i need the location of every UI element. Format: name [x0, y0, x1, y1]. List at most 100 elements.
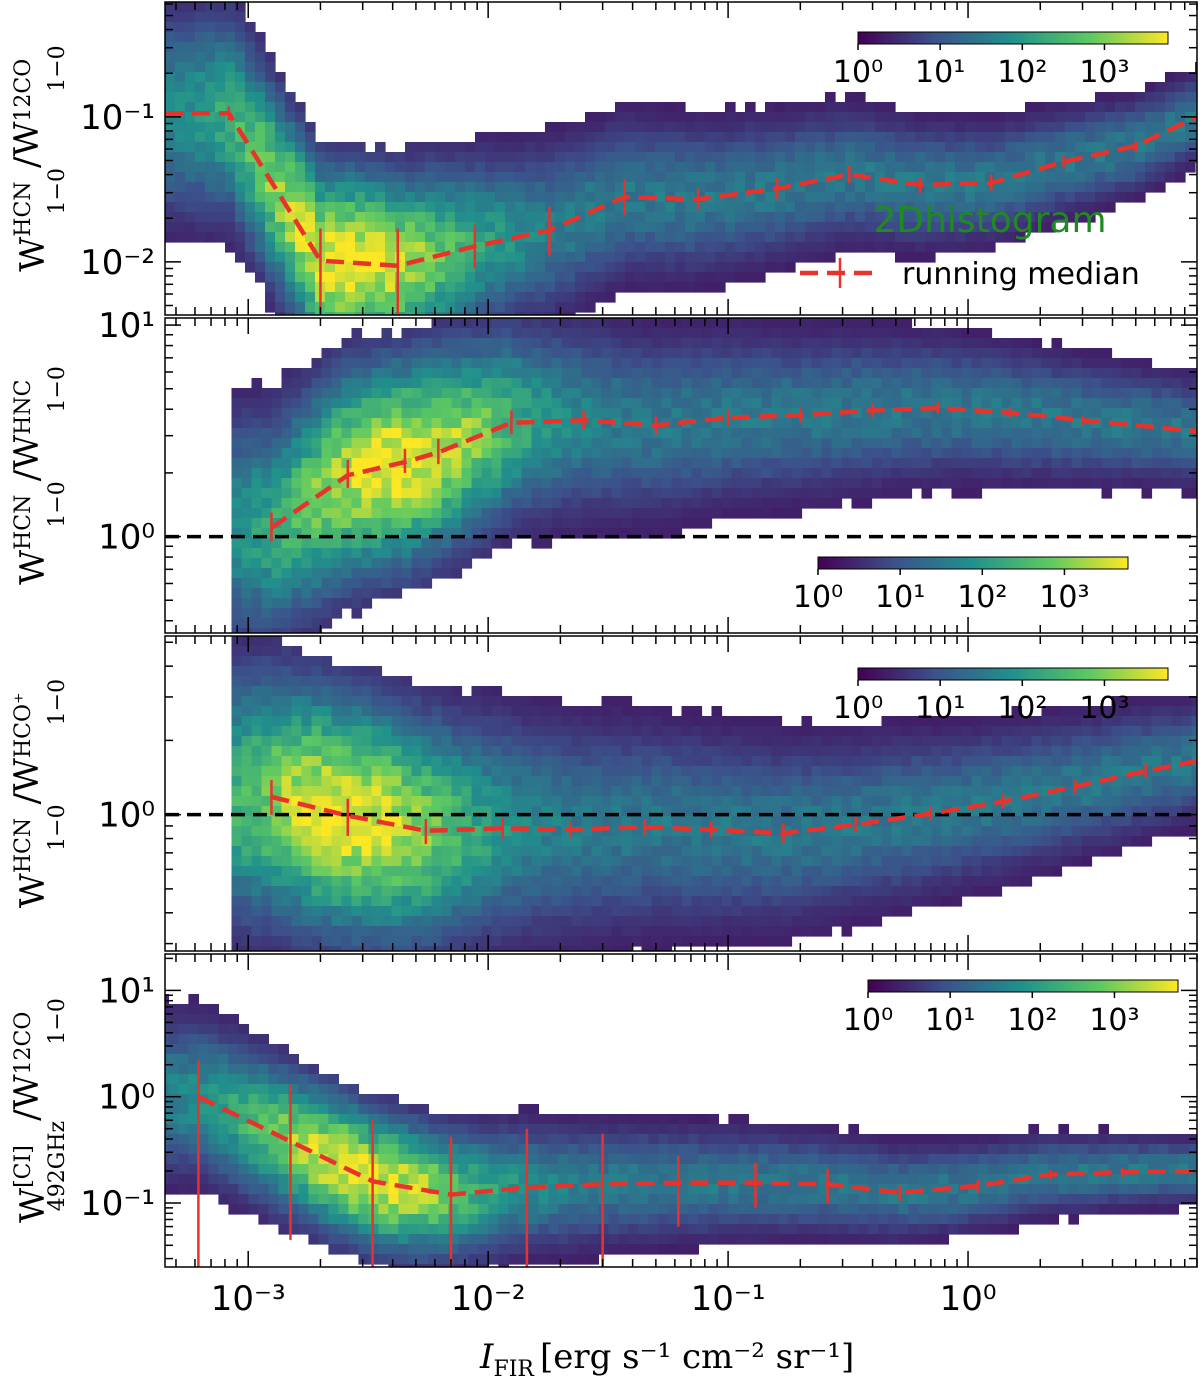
heatmap-cell: [625, 102, 636, 113]
heatmap-cell: [1051, 378, 1063, 389]
heatmap-cell: [835, 152, 846, 163]
heatmap-cell: [791, 358, 803, 369]
heatmap-cell: [311, 896, 323, 907]
heatmap-cell: [731, 368, 743, 379]
heatmap-cell: [395, 172, 406, 183]
heatmap-cell: [461, 518, 473, 529]
heatmap-cell: [515, 272, 526, 283]
heatmap-cell: [311, 558, 323, 569]
heatmap-cell: [1185, 82, 1196, 93]
heatmap-cell: [621, 348, 633, 359]
heatmap-cell: [185, 122, 196, 133]
heatmap-cell: [501, 408, 513, 419]
heatmap-cell: [861, 418, 873, 429]
heatmap-cell: [401, 418, 413, 429]
heatmap-cell: [481, 936, 493, 947]
heatmap-cell: [461, 746, 473, 757]
heatmap-cell: [861, 368, 873, 379]
heatmap-cell: [251, 538, 263, 549]
heatmap-cell: [1025, 222, 1036, 233]
heatmap-cell: [585, 182, 596, 193]
heatmap-cell: [371, 548, 383, 559]
heatmap-cell: [431, 756, 443, 767]
heatmap-cell: [711, 328, 723, 339]
heatmap-cell: [1181, 478, 1193, 489]
heatmap-cell: [195, 2, 206, 13]
heatmap-cell: [1025, 102, 1036, 113]
heatmap-cell: [271, 796, 283, 807]
heatmap-cell: [301, 866, 313, 877]
heatmap-cell: [491, 498, 503, 509]
heatmap-cell: [281, 438, 293, 449]
heatmap-cell: [271, 816, 283, 827]
heatmap-cell: [271, 696, 283, 707]
heatmap-cell: [885, 222, 896, 233]
heatmap-cell: [441, 736, 453, 747]
heatmap-cell: [451, 448, 463, 459]
heatmap-cell: [871, 328, 883, 339]
heatmap-cell: [255, 242, 266, 253]
heatmap-cell: [165, 202, 176, 213]
heatmap-cell: [541, 368, 553, 379]
heatmap-cell: [451, 746, 463, 757]
heatmap-cell: [625, 172, 636, 183]
heatmap-cell: [615, 252, 626, 263]
heatmap-cell: [641, 468, 653, 479]
heatmap-cell: [1125, 122, 1136, 133]
heatmap-cell: [1115, 102, 1126, 113]
heatmap-cell: [815, 252, 826, 263]
heatmap-cell: [771, 318, 783, 329]
heatmap-cell: [535, 242, 546, 253]
heatmap-cell: [511, 468, 523, 479]
heatmap-cell: [205, 102, 216, 113]
heatmap-cell: [491, 806, 503, 817]
heatmap-cell: [515, 132, 526, 143]
heatmap-cell: [735, 272, 746, 283]
heatmap-cell: [431, 866, 443, 877]
heatmap-cell: [575, 192, 586, 203]
heatmap-cell: [1155, 142, 1166, 153]
heatmap-cell: [491, 716, 503, 727]
heatmap-cell: [311, 846, 323, 857]
heatmap-cell: [755, 182, 766, 193]
heatmap-cell: [341, 508, 353, 519]
heatmap-cell: [741, 458, 753, 469]
heatmap-cell: [431, 448, 443, 459]
heatmap-cell: [961, 338, 973, 349]
heatmap-cell: [731, 398, 743, 409]
heatmap-cell: [251, 756, 263, 767]
heatmap-cell: [521, 816, 533, 827]
heatmap-cell: [905, 252, 916, 263]
heatmap-cell: [375, 302, 386, 313]
heatmap-cell: [285, 102, 296, 113]
heatmap-cell: [401, 856, 413, 867]
heatmap-cell: [995, 162, 1006, 173]
heatmap-cell: [271, 388, 283, 399]
heatmap-cell: [451, 706, 463, 717]
heatmap-cell: [845, 202, 856, 213]
heatmap-cell: [245, 112, 256, 123]
heatmap-cell: [451, 716, 463, 727]
heatmap-cell: [671, 348, 683, 359]
heatmap-cell: [365, 242, 376, 253]
heatmap-cell: [351, 348, 363, 359]
heatmap-cell: [1011, 468, 1023, 479]
heatmap-cell: [255, 272, 266, 283]
heatmap-cell: [411, 716, 423, 727]
heatmap-cell: [1115, 132, 1126, 143]
heatmap-cell: [251, 896, 263, 907]
heatmap-cell: [531, 716, 543, 727]
heatmap-cell: [525, 262, 536, 273]
heatmap-cell: [551, 458, 563, 469]
heatmap-cell: [421, 538, 433, 549]
heatmap-cell: [301, 628, 313, 633]
heatmap-cell: [1095, 152, 1106, 163]
heatmap-cell: [1135, 142, 1146, 153]
heatmap-cell: [391, 706, 403, 717]
heatmap-cell: [381, 836, 393, 847]
heatmap-cell: [235, 242, 246, 253]
heatmap-cell: [1011, 478, 1023, 489]
heatmap-cell: [281, 468, 293, 479]
heatmap-cell: [1191, 438, 1197, 449]
heatmap-cell: [1121, 478, 1133, 489]
